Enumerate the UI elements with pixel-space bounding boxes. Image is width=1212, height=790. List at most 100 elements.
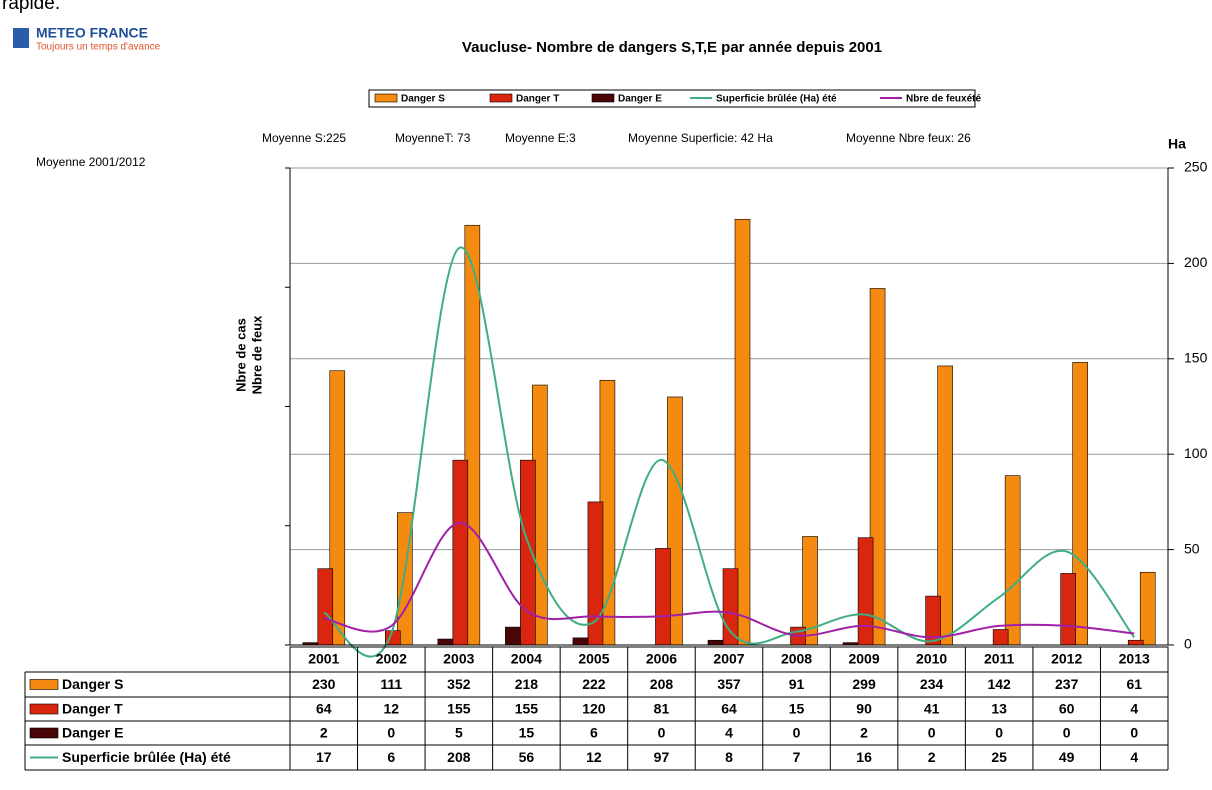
chart-title: Vaucluse- Nombre de dangers S,T,E par an… bbox=[462, 39, 882, 56]
table-cell: 90 bbox=[856, 701, 872, 717]
y2-tick-label: 250 bbox=[1184, 159, 1208, 175]
bar bbox=[1004, 475, 1021, 646]
table-cell: 15 bbox=[789, 701, 805, 717]
table-cell: 142 bbox=[987, 676, 1011, 692]
average-text: Moyenne S:225 bbox=[262, 131, 346, 145]
bar bbox=[1139, 571, 1156, 646]
table-cell: 16 bbox=[856, 749, 872, 765]
bar bbox=[520, 459, 536, 646]
table-cell: 5 bbox=[455, 725, 463, 741]
y2-tick-label: 50 bbox=[1184, 540, 1200, 556]
table-swatch bbox=[29, 679, 59, 690]
x-tick-label: 2004 bbox=[511, 651, 542, 667]
average-text: Moyenne E:3 bbox=[505, 131, 576, 145]
table-cell: 0 bbox=[928, 725, 936, 741]
series-line bbox=[323, 246, 1136, 658]
table-cell: 0 bbox=[387, 725, 395, 741]
bar bbox=[572, 637, 589, 646]
table-cell: 155 bbox=[515, 701, 539, 717]
table-cell: 17 bbox=[316, 749, 332, 765]
table-cell: 6 bbox=[387, 749, 395, 765]
average-text: Moyenne Superficie: 42 Ha bbox=[628, 131, 773, 145]
legend-box bbox=[368, 89, 976, 108]
table-row-label: Danger E bbox=[62, 725, 123, 741]
y2-tick-label: 200 bbox=[1184, 254, 1208, 270]
table-cell: 299 bbox=[852, 676, 876, 692]
table-cell: 49 bbox=[1059, 749, 1075, 765]
table-cell: 0 bbox=[793, 725, 801, 741]
table-cell: 0 bbox=[1130, 725, 1138, 741]
table-cell: 352 bbox=[447, 676, 471, 692]
legend-swatch bbox=[374, 93, 398, 103]
bar bbox=[722, 568, 739, 646]
table-cell: 41 bbox=[924, 701, 940, 717]
table-cell: 60 bbox=[1059, 701, 1075, 717]
average-text: Moyenne Nbre feux: 26 bbox=[846, 131, 971, 145]
table-cell: 111 bbox=[380, 676, 402, 692]
table-cell: 4 bbox=[1130, 701, 1138, 717]
y2-tick-label: 150 bbox=[1184, 350, 1208, 366]
table-cell: 222 bbox=[582, 676, 606, 692]
header-fragment: rapide. bbox=[2, 0, 60, 14]
legend-label: Superficie brûlée (Ha) été bbox=[716, 94, 837, 105]
bar bbox=[505, 626, 521, 646]
legend-label: Danger T bbox=[516, 94, 559, 105]
bar bbox=[317, 568, 334, 646]
table-cell: 8 bbox=[725, 749, 733, 765]
table-cell: 15 bbox=[519, 725, 535, 741]
table-cell: 237 bbox=[1055, 676, 1079, 692]
bar bbox=[1127, 639, 1144, 646]
y-label: Nbre de cas Nbre de feux bbox=[233, 315, 264, 395]
series-line bbox=[323, 521, 1135, 639]
table-cell: 0 bbox=[1063, 725, 1071, 741]
table-cell: 13 bbox=[991, 701, 1007, 717]
table-cell: 218 bbox=[515, 676, 539, 692]
table-row-label: Danger T bbox=[62, 701, 123, 717]
y-label-line: Nbre de feux bbox=[249, 315, 264, 395]
x-tick-label: 2012 bbox=[1051, 651, 1082, 667]
x-tick-label: 2003 bbox=[443, 651, 474, 667]
average-text: MoyenneT: 73 bbox=[395, 131, 471, 145]
bar bbox=[655, 548, 671, 646]
legend-swatch bbox=[591, 93, 615, 103]
bar bbox=[992, 629, 1009, 646]
table-cell: 81 bbox=[654, 701, 670, 717]
logo-icon bbox=[13, 28, 29, 48]
table-cell: 4 bbox=[725, 725, 733, 741]
table-row-label: Superficie brûlée (Ha) été bbox=[62, 749, 231, 765]
y-label-line: Nbre de cas bbox=[233, 318, 248, 392]
average-note: Moyenne 2001/2012 bbox=[36, 155, 146, 169]
bar bbox=[437, 638, 454, 646]
table-cell: 208 bbox=[447, 749, 471, 765]
table-cell: 56 bbox=[519, 749, 535, 765]
legend-label: Danger S bbox=[401, 94, 445, 105]
x-tick-label: 2001 bbox=[308, 651, 339, 667]
logo-tagline: Toujours un temps d'avance bbox=[36, 42, 161, 53]
table-cell: 64 bbox=[721, 701, 737, 717]
x-tick-label: 2005 bbox=[578, 651, 609, 667]
table-cell: 120 bbox=[582, 701, 606, 717]
bar bbox=[707, 639, 724, 646]
table-cell: 155 bbox=[447, 701, 471, 717]
table-cell: 12 bbox=[384, 701, 400, 717]
table-cell: 230 bbox=[312, 676, 336, 692]
table-swatch bbox=[29, 703, 59, 715]
y2-tick-label: 0 bbox=[1184, 636, 1192, 652]
x-tick-label: 2002 bbox=[376, 651, 407, 667]
table-cell: 12 bbox=[586, 749, 602, 765]
x-tick-label: 2010 bbox=[916, 651, 947, 667]
table-cell: 97 bbox=[654, 749, 670, 765]
x-tick-label: 2011 bbox=[984, 651, 1015, 667]
table-cell: 208 bbox=[650, 676, 674, 692]
bar bbox=[857, 537, 874, 646]
table-cell: 91 bbox=[789, 676, 805, 692]
table-cell: 61 bbox=[1126, 676, 1142, 692]
x-tick-label: 2007 bbox=[713, 651, 744, 667]
table-cell: 4 bbox=[1130, 749, 1138, 765]
logo-title: METEO FRANCE bbox=[36, 25, 148, 41]
table-cell: 0 bbox=[995, 725, 1003, 741]
table-cell: 6 bbox=[590, 725, 598, 741]
table-cell: 64 bbox=[316, 701, 332, 717]
y2-label: Ha bbox=[1168, 136, 1186, 152]
